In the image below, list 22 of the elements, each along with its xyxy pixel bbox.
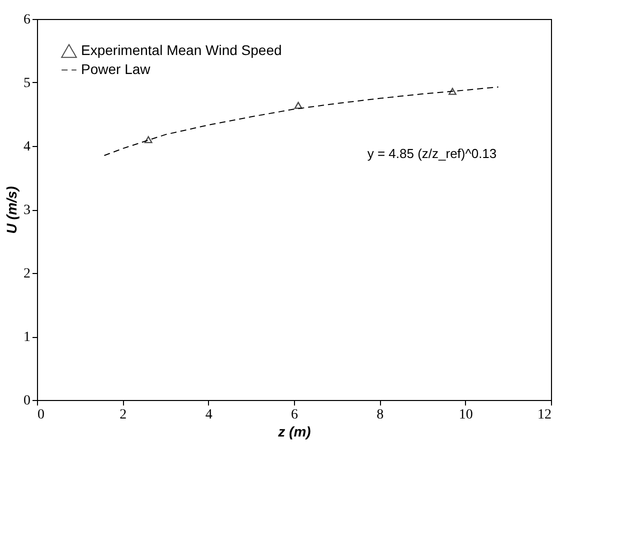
y-tick-label: 5	[24, 76, 30, 91]
x-tick-label: 0	[38, 408, 44, 422]
y-axis-title: U (m/s)	[4, 186, 20, 234]
y-tick-label: 0	[24, 394, 30, 408]
legend-label: Power Law	[81, 61, 152, 77]
x-axis-title: z (m)	[277, 424, 312, 440]
x-tick-label: 4	[205, 408, 212, 422]
y-tick-label: 4	[24, 140, 30, 154]
point	[144, 136, 152, 144]
legend-label: Experimental Mean Wind Speed	[81, 42, 282, 58]
annotation: y = 4.85 (z/z_ref)^0.13	[367, 146, 497, 161]
x-tick-label: 10	[458, 408, 473, 422]
point	[448, 88, 456, 95]
x-tick-label: 2	[120, 408, 127, 422]
x-tick-label: 12	[538, 408, 552, 422]
y-tick-label: 2	[24, 266, 30, 282]
y-tick-label: 6	[24, 12, 30, 28]
x-tick-label: 6	[291, 408, 298, 422]
y-tick-label: 1	[24, 330, 30, 345]
y-tick-label: 3	[24, 203, 30, 218]
x-tick-label: 8	[376, 408, 384, 422]
point	[294, 102, 302, 109]
